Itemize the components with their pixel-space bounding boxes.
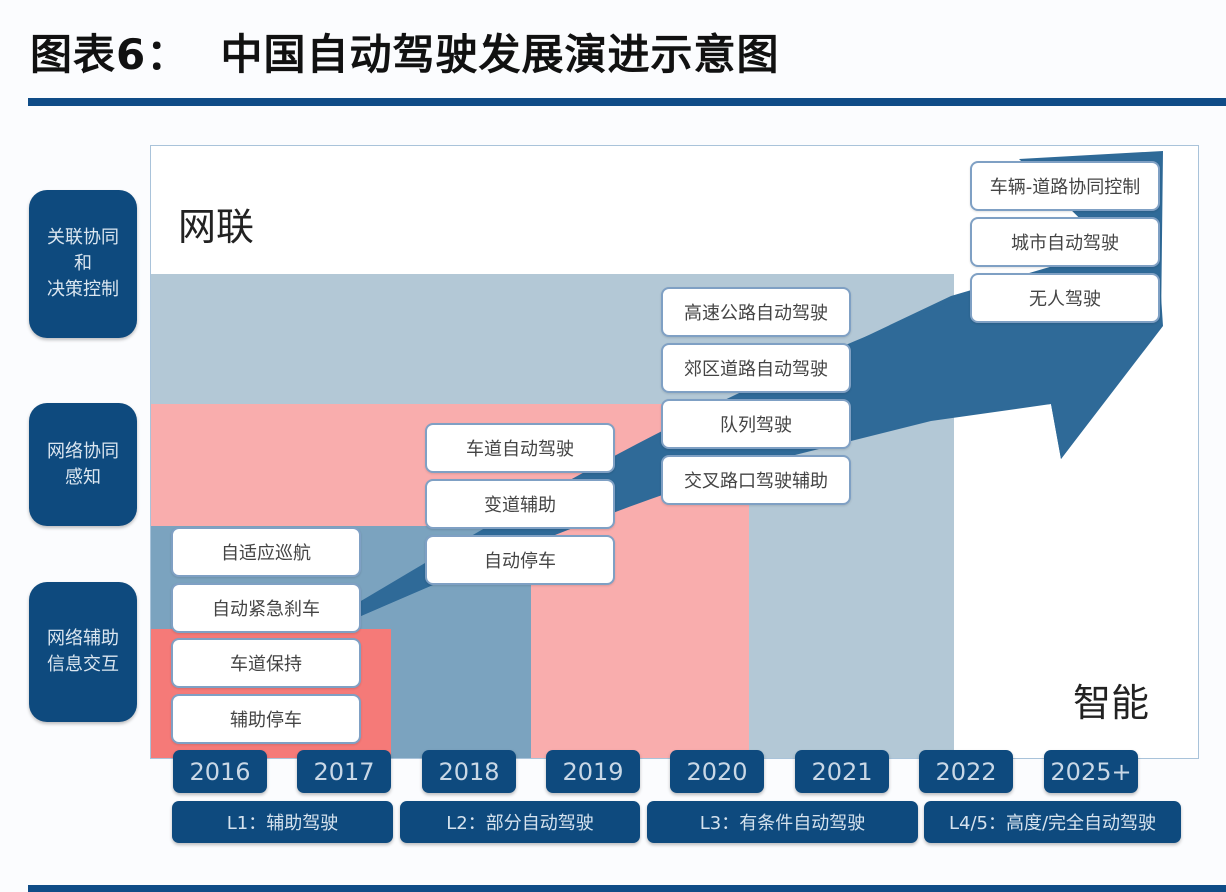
level-l1: L1：辅助驾驶 [172, 801, 393, 843]
feature-box: 无人驾驶 [970, 273, 1160, 323]
level-l3: L3：有条件自动驾驶 [647, 801, 918, 843]
side-box-line: 网络辅助 [47, 628, 119, 649]
year-2018: 2018 [422, 750, 516, 793]
side-box-line: 网络协同 [47, 440, 119, 462]
level-l2: L2：部分自动驾驶 [400, 801, 640, 843]
side-box-line: 感知 [65, 466, 101, 488]
feature-box: 车道自动驾驶 [425, 423, 615, 473]
year-2016: 2016 [173, 750, 267, 793]
feature-box: 变道辅助 [425, 479, 615, 529]
side-box-info-exchange: 网络辅助 信息交互 [29, 582, 137, 722]
side-box-line: 信息交互 [47, 654, 119, 675]
year-2021: 2021 [795, 750, 889, 793]
feature-box: 高速公路自动驾驶 [661, 287, 851, 337]
feature-box: 自动停车 [425, 535, 615, 585]
title-rule [28, 98, 1226, 106]
year-2025-plus: 2025+ [1044, 750, 1138, 793]
side-box-line: 关联协同 [47, 227, 119, 248]
feature-box: 交叉路口驾驶辅助 [661, 455, 851, 505]
side-box-network-perception: 网络协同 感知 [29, 403, 137, 526]
bottom-rule [28, 885, 1226, 892]
feature-box: 郊区道路自动驾驶 [661, 343, 851, 393]
year-2017: 2017 [297, 750, 391, 793]
feature-box: 自动紧急刹车 [171, 583, 361, 633]
page-title: 图表6： 中国自动驾驶发展演进示意图 [30, 30, 780, 79]
feature-box: 队列驾驶 [661, 399, 851, 449]
level-l4-5: L4/5：高度/完全自动驾驶 [924, 801, 1181, 843]
year-2019: 2019 [546, 750, 640, 793]
label-network: 网联 [178, 205, 255, 249]
feature-box: 辅助停车 [171, 694, 361, 744]
year-2022: 2022 [919, 750, 1013, 793]
feature-box: 城市自动驾驶 [970, 217, 1160, 267]
feature-box: 车道保持 [171, 638, 361, 688]
year-2020: 2020 [670, 750, 764, 793]
side-box-line: 和 [74, 253, 92, 274]
side-box-line: 决策控制 [47, 279, 119, 300]
feature-box: 自适应巡航 [171, 527, 361, 577]
label-intelligence: 智能 [1073, 681, 1150, 725]
feature-box: 车辆-道路协同控制 [970, 161, 1160, 211]
side-box-decision-control: 关联协同 和 决策控制 [29, 190, 137, 338]
